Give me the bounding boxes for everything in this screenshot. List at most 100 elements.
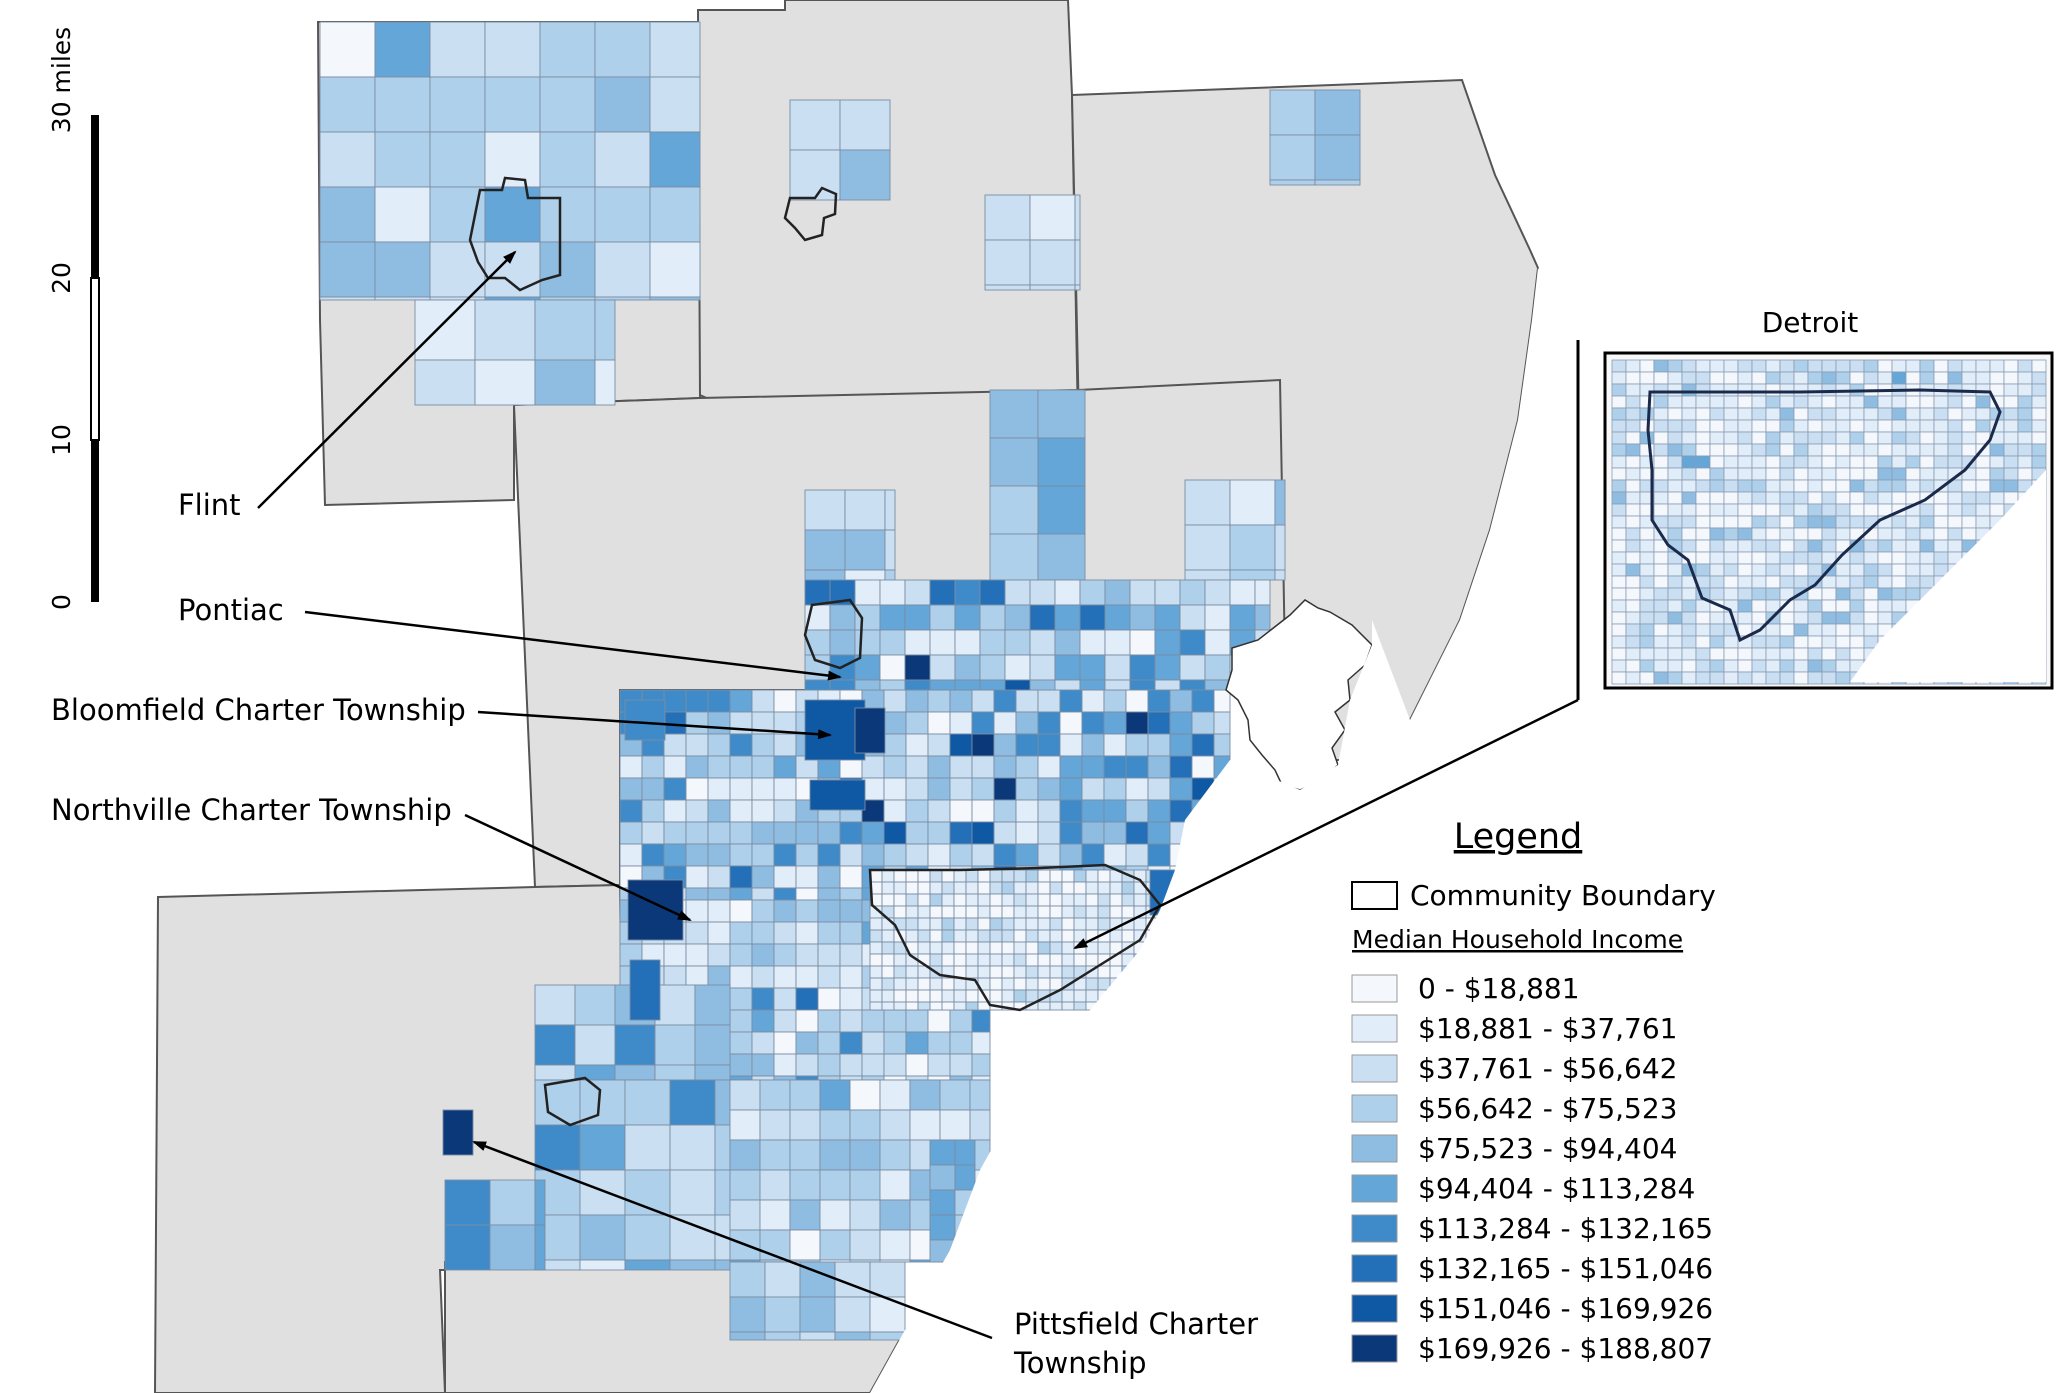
inset-tract [1737, 671, 1753, 685]
tract [929, 953, 943, 967]
inset-tract [1639, 671, 1655, 685]
inset-tract [1933, 527, 1949, 541]
tract [685, 887, 709, 901]
tract [1025, 905, 1039, 919]
tract [729, 843, 753, 867]
tract [685, 777, 709, 801]
tract [729, 777, 753, 801]
inset-tract [1933, 539, 1949, 553]
legend-class-label-7: $132,165 - $151,046 [1418, 1252, 1713, 1285]
legend-class-label-9: $169,926 - $188,807 [1418, 1332, 1713, 1365]
inset-tract [1975, 359, 1991, 373]
tract [759, 1079, 791, 1111]
tract [1085, 989, 1099, 1003]
tract [1169, 777, 1193, 801]
inset-tract [1793, 515, 1809, 529]
inset-tract [1961, 431, 1977, 445]
inset-tract [1625, 503, 1641, 517]
inset-tract [2003, 419, 2019, 433]
tract [989, 533, 1039, 581]
tract [917, 941, 931, 955]
tract [751, 777, 775, 801]
inset-tract [1905, 395, 1921, 409]
tract [1125, 733, 1149, 757]
tract [849, 1109, 881, 1141]
inset-tract [1737, 599, 1753, 613]
tract [905, 733, 929, 757]
inset-tract [2003, 443, 2019, 457]
inset-tract [1625, 563, 1641, 577]
inset-tract [2003, 491, 2019, 505]
inset-tract [1751, 395, 1767, 409]
tract [984, 239, 1031, 286]
inset-tract [1849, 491, 1865, 505]
tract [917, 1001, 931, 1011]
tract [1104, 679, 1131, 691]
tract [729, 1009, 753, 1033]
tract [534, 359, 596, 406]
inset-tract [1639, 539, 1655, 553]
tract [971, 1053, 991, 1077]
tract [954, 654, 981, 681]
inset-tract [2031, 431, 2047, 445]
inset-tract [1667, 359, 1683, 373]
tract [751, 921, 775, 945]
tract [1015, 821, 1039, 845]
tract [789, 1109, 821, 1141]
tract [869, 929, 883, 943]
tract [789, 1079, 821, 1111]
tract [795, 1009, 819, 1033]
inset-tract [1751, 539, 1767, 553]
inset-tract [1709, 671, 1725, 685]
tract [663, 843, 687, 867]
tract [884, 529, 896, 571]
inset-tract [1849, 587, 1865, 601]
inset-tract [1723, 587, 1739, 601]
tract [619, 777, 643, 801]
tract [1191, 755, 1215, 779]
tract [1269, 134, 1316, 181]
inset-tract [1989, 491, 2005, 505]
tract [1037, 533, 1086, 581]
inset-tract [1751, 599, 1767, 613]
inset-tract [1807, 623, 1823, 637]
inset-tract [2031, 371, 2047, 385]
inset-tract [1681, 611, 1697, 625]
tract [905, 881, 919, 895]
inset-tract [1695, 431, 1711, 445]
tract [714, 1259, 731, 1271]
tract [953, 881, 967, 895]
inset-tract [1905, 587, 1921, 601]
inset-tract [2031, 455, 2047, 469]
tract [1037, 893, 1051, 907]
tract [641, 799, 665, 823]
tract [374, 296, 431, 301]
tract [881, 965, 895, 979]
tract [773, 1009, 797, 1033]
inset-tract [1681, 395, 1697, 409]
tract [694, 1024, 731, 1066]
tract [883, 755, 907, 779]
tract [965, 881, 979, 895]
tract [905, 989, 919, 1003]
tract [965, 929, 979, 943]
tract [839, 943, 863, 967]
tract [917, 917, 931, 931]
inset-tract [1765, 443, 1781, 457]
inset-tract [1877, 491, 1893, 505]
tract [953, 1001, 967, 1011]
tract [881, 929, 895, 943]
inset-tract [1765, 587, 1781, 601]
tract [1013, 965, 1027, 979]
inset-tract [1961, 491, 1977, 505]
arrow-northville [464, 813, 692, 922]
inset-tract [1793, 659, 1809, 673]
inset-tract [1905, 551, 1921, 565]
inset-tract [1849, 455, 1865, 469]
tract [707, 733, 731, 757]
tract [729, 1075, 753, 1081]
inset-tract [1611, 479, 1627, 493]
tract [1103, 821, 1127, 845]
inset-tract [1653, 419, 1669, 433]
inset-tract [1709, 575, 1725, 589]
